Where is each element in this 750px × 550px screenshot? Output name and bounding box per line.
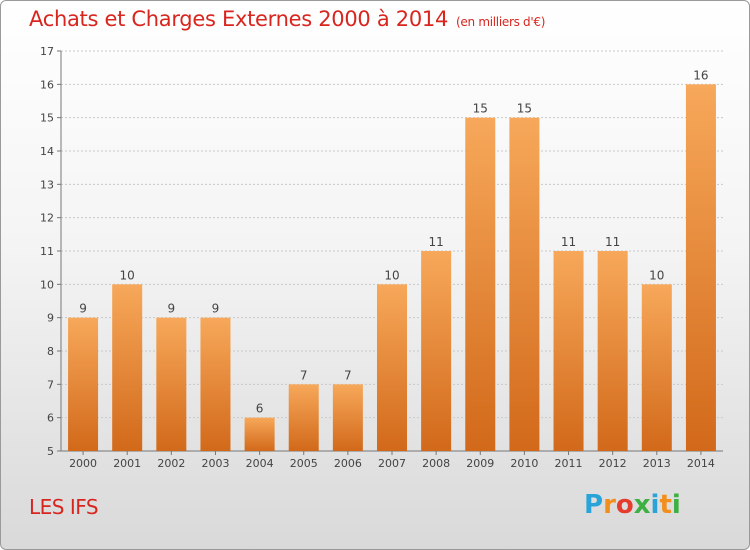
bar-2011: [553, 251, 584, 451]
bar-2003: [200, 317, 231, 451]
data-label-2008: 11: [428, 235, 443, 249]
y-tick-label: 5: [47, 445, 54, 458]
x-tick-label-2006: 2006: [334, 457, 362, 470]
data-label-2009: 15: [473, 102, 488, 116]
chart-title-text: Achats et Charges Externes 2000 à 2014: [29, 7, 449, 31]
bar-2002: [156, 317, 187, 451]
bar-2008: [421, 251, 452, 451]
bar-2007: [376, 284, 408, 451]
bar-2014: [685, 84, 716, 451]
x-tick-label-2002: 2002: [157, 457, 185, 470]
logo-letter: x: [633, 490, 651, 520]
proxiti-logo: Proxiti: [584, 490, 681, 520]
y-tick-label: 9: [47, 312, 54, 325]
data-label-2001: 10: [120, 268, 135, 282]
axis-layer: 5 6 7 8 9 10 11 12 13 14 15 16 17 2000 2001 2002 2003 200…: [40, 45, 723, 470]
x-tick-label-2004: 2004: [246, 457, 274, 470]
x-tick-label-2007: 2007: [378, 457, 406, 470]
y-tick-label: 13: [40, 178, 54, 191]
data-label-2010: 15: [517, 102, 532, 116]
label-layer: 9 10 9 9 6 7 7 10 11 15 15 11 11 10 16: [79, 68, 708, 415]
y-tick-label: 7: [47, 378, 54, 391]
bar-2012: [597, 251, 628, 451]
data-label-2013: 10: [649, 268, 664, 282]
data-label-2007: 10: [384, 268, 399, 282]
commune-name: LES IFS: [29, 495, 99, 519]
bar-2010: [509, 117, 540, 452]
x-tick-label-2008: 2008: [422, 457, 450, 470]
x-tick-label-2010: 2010: [510, 457, 538, 470]
logo-letter: i: [650, 490, 660, 520]
x-tick-label-2001: 2001: [113, 457, 141, 470]
x-tick-label-2000: 2000: [69, 457, 97, 470]
data-label-2012: 11: [605, 235, 620, 249]
bar-2005: [288, 384, 319, 451]
x-tick-label-2005: 2005: [290, 457, 318, 470]
data-label-2005: 7: [300, 368, 308, 382]
y-tick-label: 10: [40, 278, 54, 291]
x-tick-label-2003: 2003: [201, 457, 229, 470]
x-tick-label-2009: 2009: [466, 457, 494, 470]
y-tick-label: 8: [47, 345, 54, 358]
data-label-2002: 9: [168, 302, 176, 316]
y-tick-label: 11: [40, 245, 54, 258]
logo-letter: r: [603, 490, 616, 520]
bar-2006: [332, 384, 363, 451]
bar-2004: [244, 417, 275, 451]
bar-2000: [68, 317, 99, 451]
data-label-2011: 11: [561, 235, 576, 249]
data-label-2006: 7: [344, 368, 352, 382]
bar-2009: [465, 117, 496, 452]
y-tick-label: 15: [40, 112, 54, 125]
logo-letter: P: [584, 490, 604, 520]
data-label-2014: 16: [693, 68, 708, 82]
x-tick-label-2011: 2011: [555, 457, 583, 470]
y-tick-label: 17: [40, 45, 54, 58]
chart-subtitle: (en milliers d'€): [456, 15, 546, 29]
y-tick-label: 14: [40, 145, 54, 158]
logo-letter: t: [659, 490, 672, 520]
y-tick-label: 16: [40, 78, 54, 91]
x-tick-label-2014: 2014: [687, 457, 715, 470]
bar-2013: [641, 284, 672, 451]
y-tick-label: 6: [47, 412, 54, 425]
x-tick-label-2013: 2013: [643, 457, 671, 470]
data-label-2004: 6: [256, 402, 264, 416]
bar-2001: [112, 284, 143, 451]
logo-letter: o: [615, 490, 634, 520]
logo-letter: i: [671, 490, 681, 520]
bar-layer: [68, 84, 716, 452]
data-label-2003: 9: [212, 302, 220, 316]
chart-title: Achats et Charges Externes 2000 à 2014 (e…: [29, 7, 545, 31]
y-tick-label: 12: [40, 212, 54, 225]
data-label-2000: 9: [79, 302, 87, 316]
x-tick-label-2012: 2012: [599, 457, 627, 470]
